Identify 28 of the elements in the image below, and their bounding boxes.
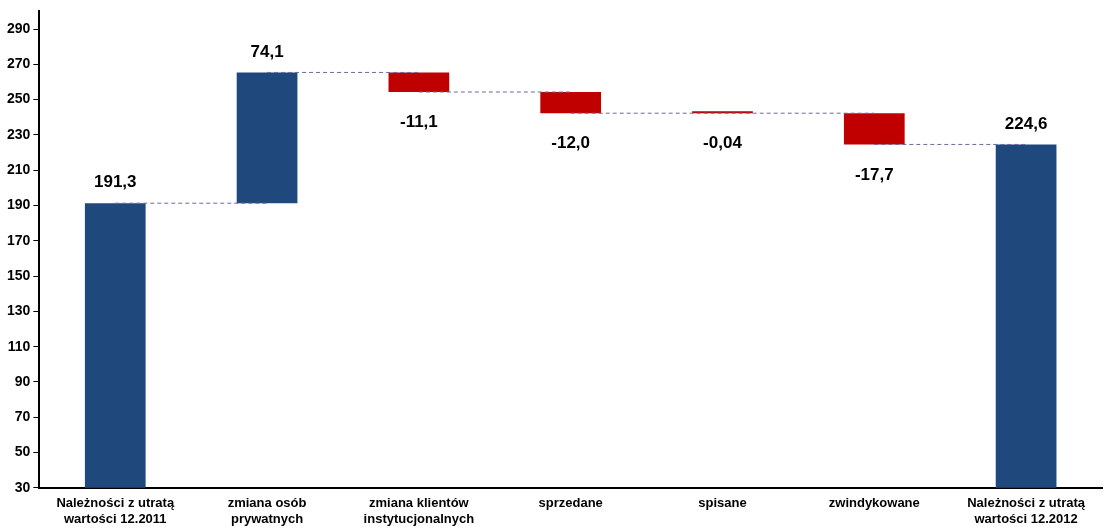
x-tick-label: Należności z utratą wartości 12.2012 xyxy=(967,495,1086,526)
y-tick-label: 270 xyxy=(7,55,31,72)
y-tick-label: 50 xyxy=(14,443,31,460)
y-tick-label: 170 xyxy=(7,231,31,248)
y-tick-label: 30 xyxy=(14,478,31,495)
data-label: 224,6 xyxy=(1004,113,1048,133)
y-tick-label: 110 xyxy=(7,337,31,354)
data-label: 191,3 xyxy=(93,172,137,192)
x-tick-label: zmiana klientów instytucjonalnych xyxy=(363,495,475,526)
x-tick-label: zmiana osób prywatnych xyxy=(227,495,307,526)
y-tick-label: 190 xyxy=(7,196,31,213)
y-tick-label: 210 xyxy=(7,161,31,178)
x-tick-label: Należności z utratą wartości 12.2011 xyxy=(56,495,175,526)
data-label: -17,7 xyxy=(854,164,894,184)
data-label: 74,1 xyxy=(250,41,284,61)
y-tick-label: 90 xyxy=(14,372,31,389)
x-tick-label: spisane xyxy=(698,495,747,511)
data-label: -12,0 xyxy=(551,133,591,153)
data-label: -11,1 xyxy=(399,112,438,132)
y-tick-label: 290 xyxy=(7,19,31,36)
y-tick-label: 130 xyxy=(7,302,31,319)
y-tick-label: 70 xyxy=(14,408,31,425)
x-tick-label: zwindykowane xyxy=(828,495,920,511)
y-tick-label: 250 xyxy=(7,90,31,107)
y-tick-label: 230 xyxy=(7,125,31,142)
y-tick-label: 150 xyxy=(7,266,31,283)
data-label: -0,04 xyxy=(703,133,743,153)
x-tick-label: sprzedane xyxy=(538,495,603,511)
